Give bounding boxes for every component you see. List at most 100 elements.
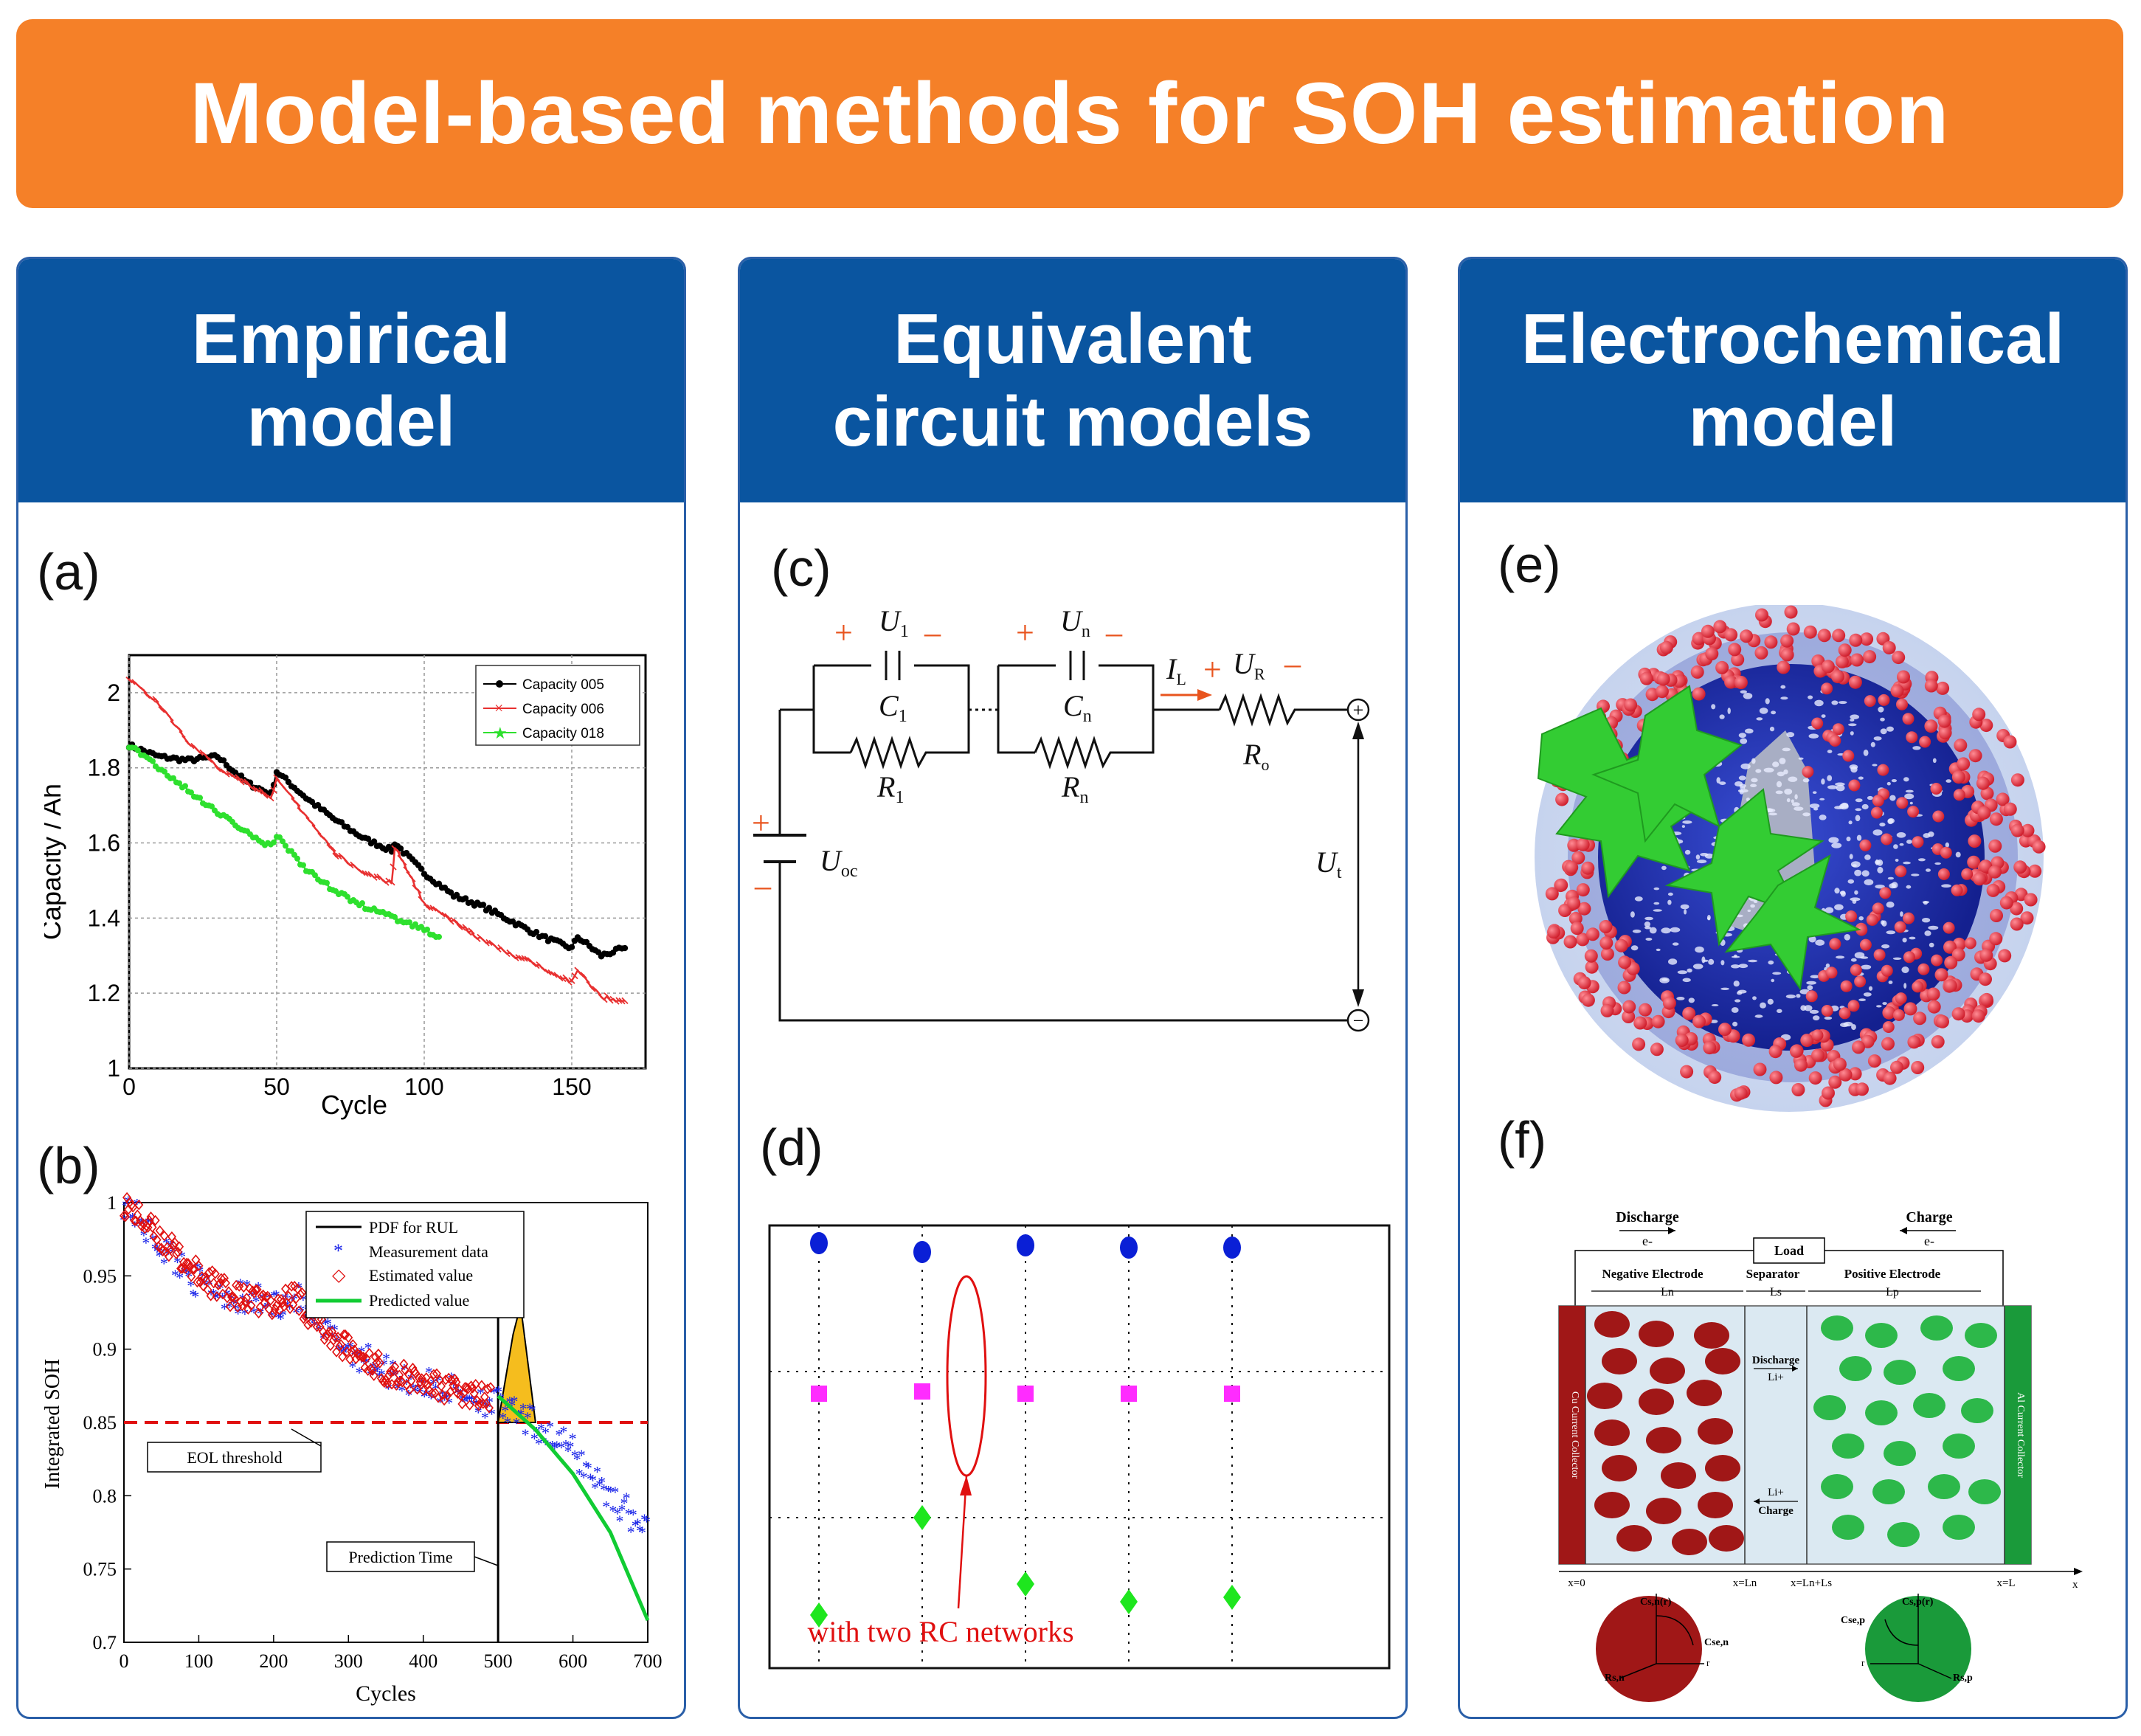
pore [1734,781,1743,786]
electrolyte-ion [1976,776,1990,790]
pore [1850,861,1861,868]
data-point [562,974,570,981]
plus-sign: + [1016,615,1034,651]
measurement-point: * [144,1214,152,1232]
data-point [211,761,218,768]
estimated-point [379,1377,390,1389]
data-point [1017,1571,1034,1597]
pore [1740,690,1747,694]
data-point [580,972,587,979]
r-label: r [1861,1657,1865,1668]
pore [1786,732,1795,738]
measurement-point: * [611,1483,619,1501]
estimated-point [429,1369,438,1380]
data-point [512,954,519,962]
measurement-point: * [324,1315,332,1333]
positive-particle [1832,1434,1864,1459]
data-point [382,879,390,886]
estimated-point [357,1351,367,1363]
pore [1912,746,1921,750]
pore [1661,927,1671,934]
pore [1895,859,1899,862]
y-tick-label: 0.8 [93,1485,117,1507]
label-rn: Rn [1061,770,1088,807]
data-point [1224,1386,1240,1402]
data-point [595,989,602,996]
pore [1887,876,1894,880]
label-un: Un [1060,604,1090,641]
terminal-sign: + [1353,699,1364,721]
pore [1838,701,1847,705]
surface-ion [1859,839,1872,851]
estimated-point [475,1397,485,1409]
surface-ion [1845,910,1858,922]
xln-label: x=Ln [1733,1577,1757,1589]
estimated-point [364,1348,374,1359]
data-point [418,865,425,872]
surface-ion [1895,992,1907,1005]
electrolyte-ion [1755,608,1768,622]
header-line1: Equivalent [893,300,1252,378]
pore [1784,789,1793,795]
positive-particle [1965,1323,1997,1348]
electrolyte-ion [1754,646,1768,660]
negative-particle [1709,1525,1744,1552]
data-point [400,858,407,866]
data-point [273,774,280,781]
data-point [158,706,165,713]
measurement-point: * [557,1438,565,1456]
data-point [571,972,578,980]
data-point [176,725,183,733]
estimated-point [344,1332,353,1344]
pore [1754,1014,1763,1018]
cell-diagram: Discharge e- Charge e- Load Negative Ele… [1558,1209,2083,1702]
surface-ion [1940,846,1952,859]
data-point [485,938,493,947]
electrolyte-ion [2020,911,2034,925]
pore [1870,741,1875,747]
chart-b-integrated-soh: 0 100 200 300 400 500 600 700 0.7 0.75 0.8 0.85 0.9 0… [41,1192,663,1706]
data-point [140,686,148,694]
measurement-point: * [364,1339,373,1358]
measurement-point: * [530,1430,539,1448]
data-point [621,944,629,952]
pore [1680,904,1689,910]
electrolyte-ion [1791,1083,1805,1096]
electrolyte-ion [1692,687,1706,701]
measurement-point: * [438,1386,446,1405]
pore [1813,807,1819,811]
measurement-point: * [169,1242,177,1261]
legend-label: PDF for RUL [369,1218,458,1237]
data-point [359,900,365,907]
data-point [415,886,422,894]
charge-li-label: Charge [1758,1505,1794,1517]
minus-sign: – [924,615,941,651]
data-point [810,1232,828,1254]
data-point [429,905,437,912]
estimated-point [348,1339,358,1350]
data-point [392,913,398,920]
pore [1858,998,1866,1001]
measurement-point: * [342,1341,350,1360]
measurement-point: * [499,1409,507,1428]
measurement-point: * [404,1386,412,1404]
negative-particle [1639,1321,1674,1347]
surface-ion [1811,1029,1824,1042]
data-point [810,1602,828,1628]
x-marker-icon: × [494,699,503,717]
pore [1889,795,1896,801]
legend-label: Measurement data [369,1242,488,1261]
plus-sign: + [1203,651,1222,688]
data-point [181,736,189,743]
electrolyte-ion [1943,979,1957,993]
surface-ion [1932,810,1945,823]
surface-ion [1964,937,1976,950]
estimated-point [201,1275,211,1287]
pore [1632,929,1642,933]
data-point [462,895,469,902]
header-line2: model [1688,382,1898,461]
pore [1881,920,1885,925]
wire [1824,1250,2004,1306]
y-tick-label: 1.2 [88,980,120,1006]
measurement-point: * [221,1300,229,1318]
